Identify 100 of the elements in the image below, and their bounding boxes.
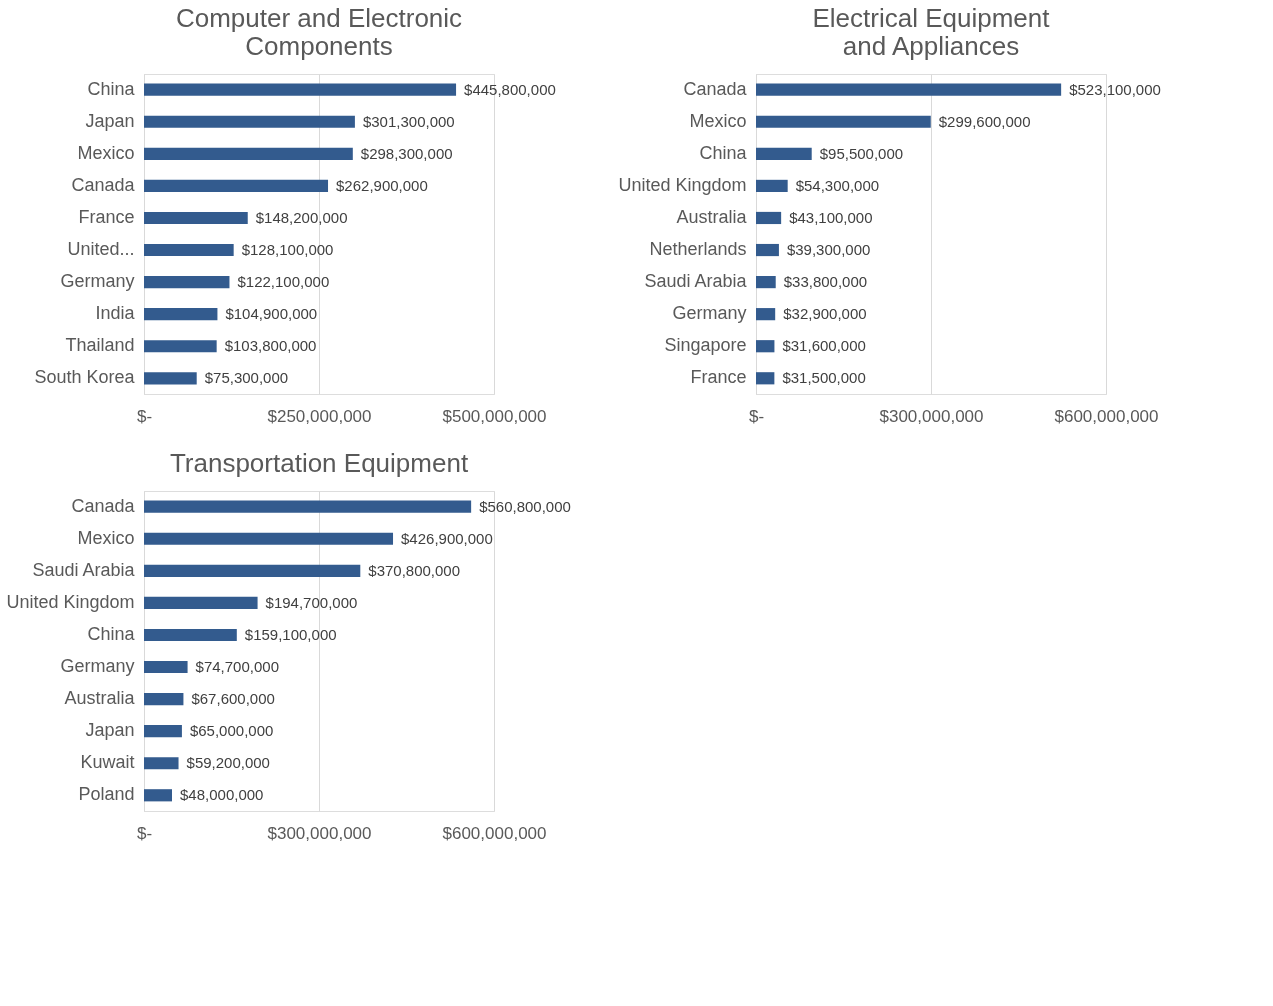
bar: [144, 725, 182, 738]
x-tick-label: $-: [136, 823, 153, 843]
y-tick-label: Canada: [683, 78, 748, 99]
x-tick-label: $600,000,000: [1054, 406, 1159, 426]
y-tick-label: Australia: [676, 206, 748, 227]
bar: [144, 660, 188, 674]
data-label: $75,300,000: [204, 369, 289, 387]
bar: [144, 564, 361, 577]
bar: [144, 500, 472, 513]
bar: [144, 276, 230, 289]
x-tick-label: $-: [748, 406, 765, 426]
chart-title: Computer and Electronic Components: [175, 3, 463, 61]
chart-title: Electrical Equipment and Appliances: [812, 3, 1051, 61]
x-tick-label: $500,000,000: [442, 406, 547, 426]
data-label: $103,800,000: [224, 337, 317, 355]
data-label: $59,200,000: [186, 754, 270, 772]
y-tick-label: Mexico: [77, 142, 135, 163]
y-tick-label: Saudi Arabia: [32, 559, 136, 580]
data-label: $39,300,000: [786, 241, 871, 259]
bar: [144, 179, 329, 192]
data-label: $299,600,000: [938, 112, 1031, 130]
y-tick-label: Kuwait: [80, 752, 135, 773]
data-label: $32,900,000: [783, 305, 867, 323]
x-tick-label: $250,000,000: [267, 406, 372, 426]
bar: [144, 243, 234, 257]
data-label: $74,700,000: [195, 658, 279, 676]
data-label: $33,800,000: [783, 273, 868, 291]
data-label: $48,000,000: [180, 786, 264, 804]
data-label: $560,800,000: [479, 497, 571, 515]
data-label: $262,900,000: [336, 176, 428, 194]
y-tick-label: United Kingdom: [6, 591, 135, 612]
bar: [144, 308, 218, 321]
bar: [144, 757, 179, 770]
y-tick-label: China: [699, 142, 748, 163]
y-tick-label: India: [95, 303, 136, 324]
bar: [756, 243, 779, 257]
y-tick-label: Canada: [71, 174, 136, 195]
y-tick-label: France: [690, 367, 747, 388]
y-tick-label: South Korea: [34, 367, 136, 388]
data-label: $95,500,000: [819, 144, 904, 162]
y-tick-label: China: [87, 78, 136, 99]
data-label: $445,800,000: [464, 80, 556, 98]
bar: [144, 340, 217, 353]
y-tick-label: Germany: [60, 656, 135, 677]
bar: [144, 83, 457, 96]
data-label: $128,100,000: [241, 241, 334, 259]
data-label: $370,800,000: [368, 561, 461, 579]
bar: [756, 147, 812, 160]
data-label: $65,000,000: [189, 722, 274, 740]
y-tick-label: United Kingdom: [618, 174, 747, 195]
data-label: $122,100,000: [237, 273, 330, 291]
bar: [756, 340, 775, 353]
data-label: $67,600,000: [191, 690, 275, 708]
y-tick-label: Thailand: [65, 335, 135, 356]
y-tick-label: Mexico: [77, 527, 135, 548]
data-label: $43,100,000: [789, 208, 873, 226]
y-tick-label: Saudi Arabia: [644, 271, 748, 292]
bar: [144, 372, 197, 385]
bar: [756, 276, 776, 289]
data-label: $31,600,000: [782, 337, 866, 355]
y-tick-label: Japan: [85, 720, 135, 741]
x-tick-label: $300,000,000: [267, 823, 372, 843]
data-label: $298,300,000: [360, 144, 453, 162]
data-label: $523,100,000: [1069, 80, 1161, 98]
bar: [144, 596, 258, 609]
bar: [144, 628, 237, 642]
y-tick-label: Japan: [85, 110, 135, 131]
y-tick-label: France: [78, 206, 135, 227]
y-tick-label: Singapore: [664, 335, 747, 356]
data-label: $148,200,000: [255, 208, 348, 226]
bar: [756, 83, 1062, 96]
x-tick-label: $300,000,000: [879, 406, 984, 426]
data-label: $104,900,000: [225, 305, 318, 323]
bar: [144, 693, 184, 706]
bar: [144, 532, 394, 545]
bar: [144, 115, 355, 128]
data-label: $31,500,000: [782, 369, 866, 387]
y-tick-label: Canada: [71, 495, 136, 516]
bar: [756, 211, 782, 225]
data-label: $194,700,000: [265, 593, 358, 611]
x-tick-label: $600,000,000: [442, 823, 547, 843]
y-tick-label: Poland: [78, 784, 135, 805]
chart-title: Transportation Equipment: [169, 448, 469, 478]
y-tick-label: United...: [67, 239, 135, 260]
y-tick-label: Australia: [64, 688, 136, 709]
bar: [756, 179, 788, 192]
y-tick-label: Netherlands: [649, 239, 747, 260]
y-tick-label: Mexico: [689, 110, 747, 131]
bar: [144, 789, 172, 802]
bar: [756, 372, 775, 385]
bar: [144, 147, 353, 160]
data-label: $426,900,000: [401, 529, 493, 547]
y-tick-label: China: [87, 623, 136, 644]
x-tick-label: $-: [136, 406, 153, 426]
bar: [144, 211, 248, 225]
data-label: $159,100,000: [244, 625, 337, 643]
data-label: $54,300,000: [795, 176, 880, 194]
bar: [756, 115, 931, 128]
y-tick-label: Germany: [672, 303, 747, 324]
data-label: $301,300,000: [362, 112, 455, 130]
